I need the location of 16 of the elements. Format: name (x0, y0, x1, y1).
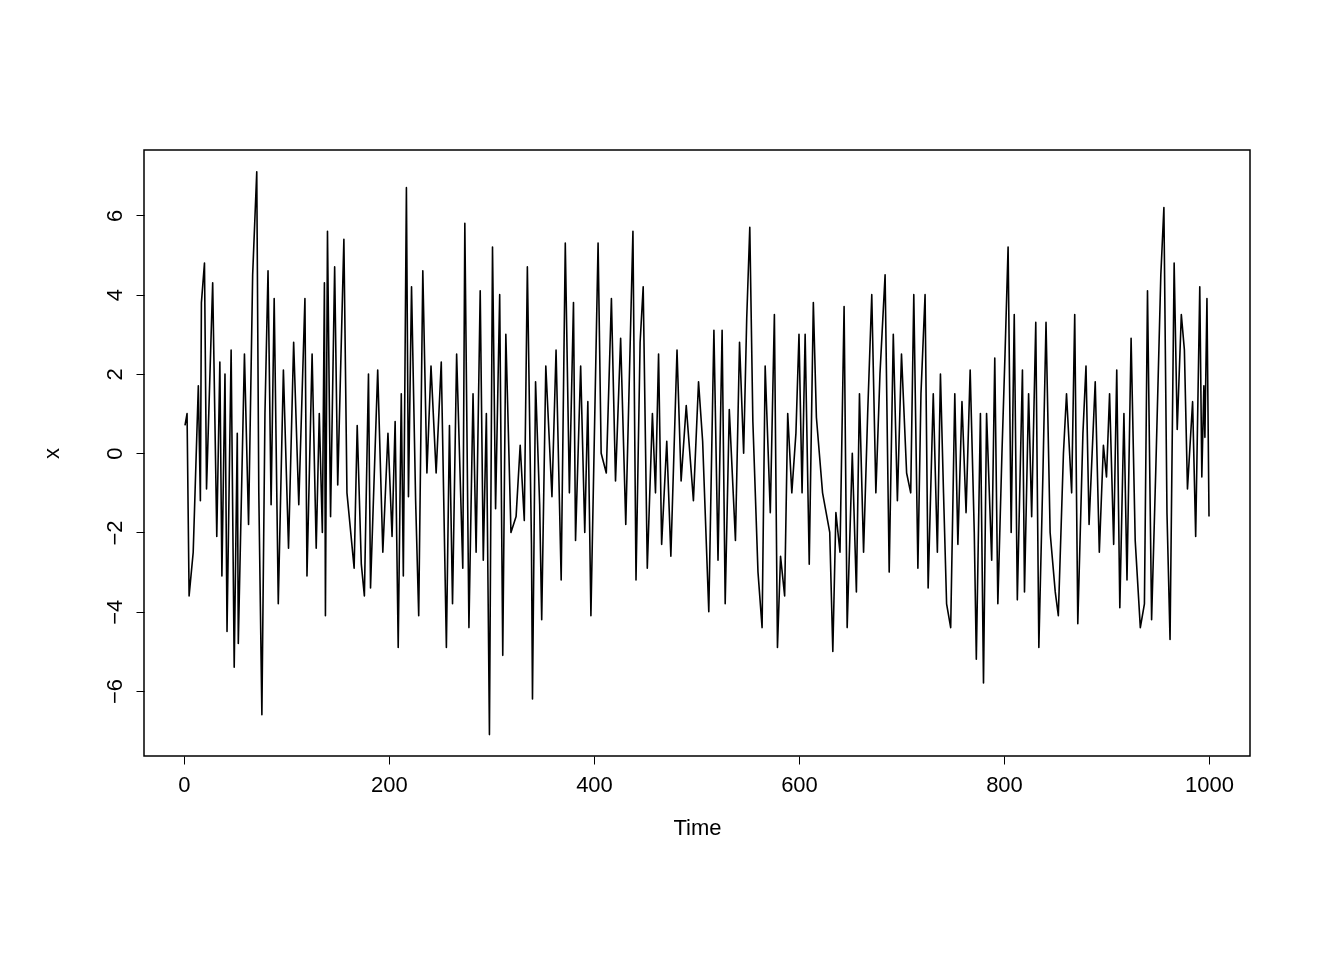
x-tick-label: 1000 (1185, 771, 1234, 797)
x-tick-label: 400 (576, 771, 613, 797)
x-axis-title: Time (673, 814, 722, 840)
y-tick-label: −6 (101, 678, 127, 705)
x-tick-label: 600 (781, 771, 818, 797)
y-tick-label: 2 (101, 368, 127, 381)
x-tick-label: 800 (986, 771, 1023, 797)
y-tick-label: 6 (101, 209, 127, 223)
y-tick-label: 4 (101, 289, 127, 302)
x-tick-label: 200 (371, 771, 408, 797)
line-series (184, 171, 1210, 736)
y-tick-label: −4 (101, 599, 127, 625)
y-tick-label: 0 (101, 447, 127, 460)
y-tick-label: −2 (101, 520, 127, 546)
x-tick-label: 0 (178, 771, 191, 797)
y-axis-title: x (38, 448, 64, 459)
